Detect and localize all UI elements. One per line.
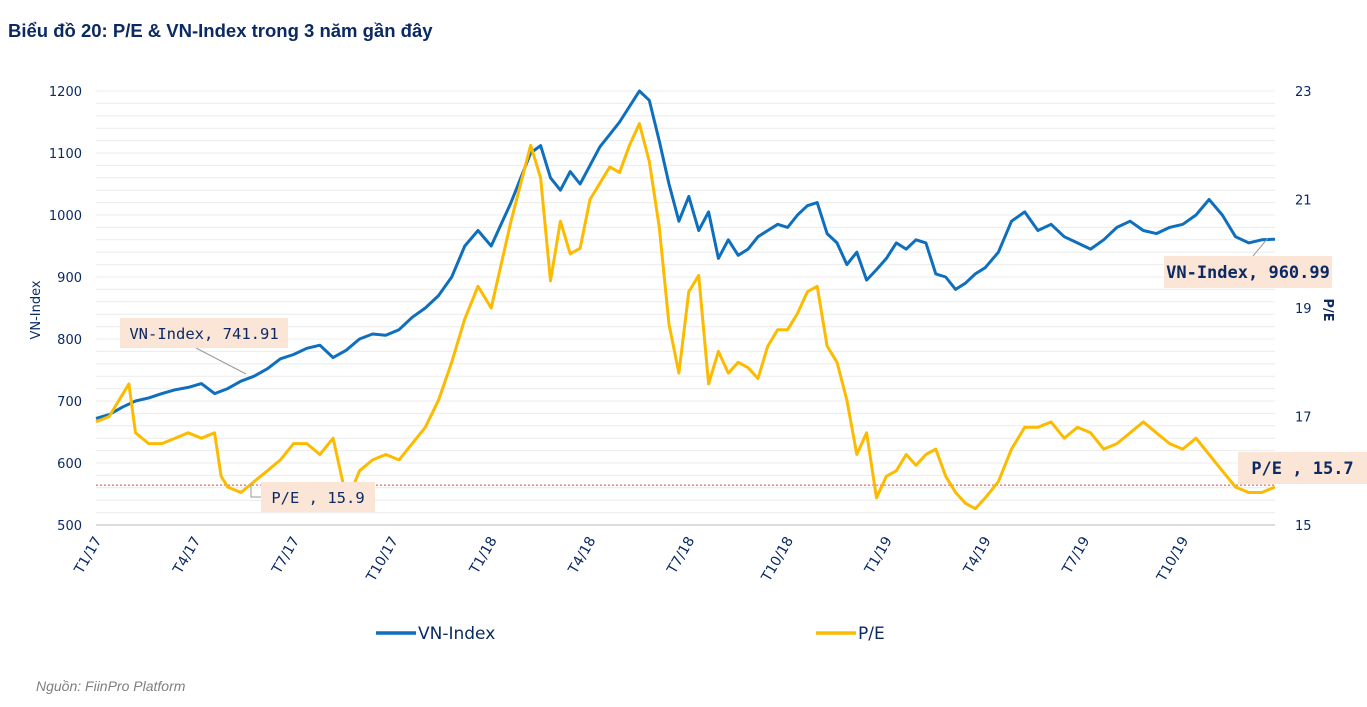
series-line-p-e xyxy=(95,122,1276,511)
legend: VN-Index P/E xyxy=(376,624,885,644)
annotation-label: VN-Index, 741.91 xyxy=(129,325,278,343)
y-tick-label: 1000 xyxy=(49,209,82,224)
x-tick-label: T4/17 xyxy=(170,534,204,578)
y-axis-right-ticks: 15 17 19 21 23 xyxy=(1295,85,1312,534)
x-tick-label: T7/17 xyxy=(269,534,303,578)
y-tick-label: 600 xyxy=(57,457,82,472)
series-line-vn-index xyxy=(95,89,1276,420)
annotation-leader-line xyxy=(195,347,247,375)
x-axis-ticks: T1/17 T4/17 T7/17 T10/17 T1/18 T4/18 T7/18 T10/… xyxy=(71,534,1192,585)
series-lines xyxy=(95,89,1276,511)
y2-tick-label: 19 xyxy=(1295,302,1312,317)
y-axis-left-label: VN-Index xyxy=(29,280,44,339)
y-tick-label: 800 xyxy=(57,333,82,348)
annotation-box xyxy=(261,482,375,512)
annotation-label: P/E , 15.9 xyxy=(271,489,364,507)
gridlines xyxy=(96,90,1275,526)
legend-label: VN-Index xyxy=(418,624,495,644)
legend-label: P/E xyxy=(858,624,885,644)
x-tick-label: T7/18 xyxy=(664,534,698,578)
annotation-box xyxy=(120,318,288,348)
y2-tick-label: 15 xyxy=(1295,519,1312,534)
y2-tick-label: 23 xyxy=(1295,85,1312,100)
y-axis-right-label: P/E xyxy=(1320,298,1335,321)
x-tick-label: T10/19 xyxy=(1153,534,1192,585)
annotation-label: P/E , 15.7 xyxy=(1251,459,1353,479)
x-tick-label: T10/18 xyxy=(758,534,797,585)
chart-title: Biểu đồ 20: P/E & VN-Index trong 3 năm g… xyxy=(8,20,433,41)
annotation-box xyxy=(1238,452,1367,484)
y-tick-label: 700 xyxy=(57,395,82,410)
y-tick-label: 1200 xyxy=(49,85,82,100)
y-axis-left-ticks: 500 600 700 800 900 1000 1100 1200 xyxy=(49,85,82,534)
annotation-label: VN-Index, 960.99 xyxy=(1166,263,1330,283)
x-tick-label: T7/19 xyxy=(1059,534,1093,578)
annotation-leader-line xyxy=(1252,237,1269,257)
x-tick-label: T1/18 xyxy=(466,534,500,578)
annotations: VN-Index, 741.91 P/E , 15.9 VN-Index, 960.… xyxy=(120,237,1367,512)
x-tick-label: T4/18 xyxy=(565,534,599,578)
source-note: Nguồn: FiinPro Platform xyxy=(36,678,186,694)
y2-tick-label: 17 xyxy=(1295,411,1312,426)
y-tick-label: 1100 xyxy=(49,147,82,162)
y-tick-label: 500 xyxy=(57,519,82,534)
x-tick-label: T1/19 xyxy=(861,534,895,578)
y-tick-label: 900 xyxy=(57,271,82,286)
x-tick-label: T4/19 xyxy=(960,534,994,578)
x-tick-label: T1/17 xyxy=(71,534,105,578)
x-tick-label: T10/17 xyxy=(363,534,402,585)
annotation-box xyxy=(1164,256,1332,288)
annotation-leader-line xyxy=(250,484,261,498)
y2-tick-label: 21 xyxy=(1295,194,1312,209)
